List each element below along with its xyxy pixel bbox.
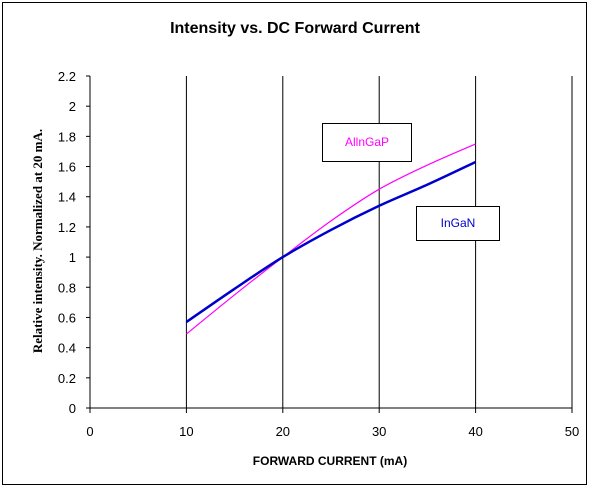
x-tick-label: 50: [565, 424, 579, 439]
y-tick-label: 0.4: [58, 341, 76, 356]
y-tick-label: 0.6: [58, 310, 76, 325]
y-tick-label: 1.4: [58, 190, 76, 205]
series-line-allingap: [186, 143, 476, 335]
y-tick-label: 1.6: [58, 160, 76, 175]
x-tick-label: 0: [86, 424, 93, 439]
y-tick-label: 1.8: [58, 129, 76, 144]
y-tick-label: 1: [69, 250, 76, 265]
x-tick-label: 30: [372, 424, 386, 439]
axis-layer: [86, 75, 573, 413]
series-label-ingan: InGaN: [416, 206, 500, 241]
y-tick-label: 1.2: [58, 220, 76, 235]
tick-layer: 0 10 20 30 40 50 0 0.2 0.4 0.6 0.8 1 1.2 1.4 1.6 1.8 2 2.…: [58, 69, 579, 439]
y-axis-label: Relative intensity. Normalized at 20 mA.: [30, 128, 45, 354]
y-tick-label: 0: [69, 401, 76, 416]
x-tick-label: 20: [276, 424, 290, 439]
y-tick-label: 0.2: [58, 371, 76, 386]
x-tick-label: 10: [179, 424, 193, 439]
chart-title: Intensity vs. DC Forward Current: [170, 20, 420, 37]
series-line-ingan: [185, 160, 477, 324]
x-axis-label: FORWARD CURRENT (mA): [252, 454, 408, 468]
series-label-allingap: AllnGaP: [322, 123, 412, 162]
series-layer: [185, 143, 477, 335]
y-tick-label: 0.8: [58, 280, 76, 295]
x-tick-label: 40: [468, 424, 482, 439]
y-tick-label: 2: [69, 99, 76, 114]
series-label-ingan-text: InGaN: [440, 216, 476, 230]
y-tick-label: 2.2: [58, 69, 76, 84]
series-label-allingap-text: AllnGaP: [344, 135, 390, 149]
